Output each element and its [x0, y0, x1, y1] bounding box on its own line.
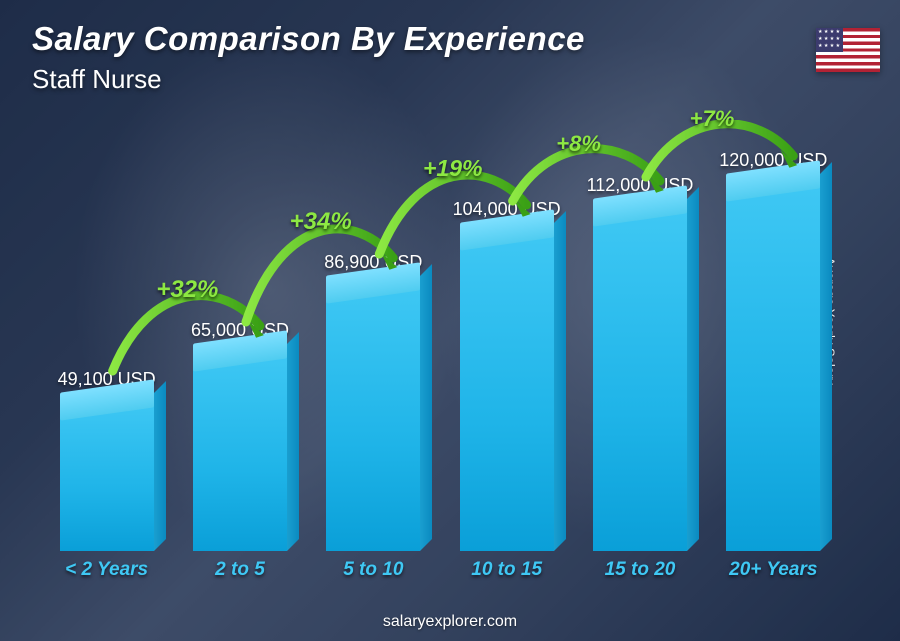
bar — [726, 181, 820, 551]
bar-side-face — [687, 187, 699, 551]
bar-slot: 112,000 USD — [580, 175, 700, 551]
increment-pct-label: +34% — [290, 208, 352, 236]
bar-side-face — [420, 264, 432, 551]
increment-pct-label: +32% — [156, 276, 218, 304]
x-category-label: 5 to 10 — [313, 559, 433, 581]
bar-slot: 120,000 USD — [713, 150, 833, 551]
flag-icon — [816, 28, 880, 72]
bar-side-face — [287, 332, 299, 551]
bar-front-face — [193, 351, 287, 551]
bar-front-face — [726, 181, 820, 551]
x-category-label: < 2 Years — [47, 559, 167, 581]
footer-source: salaryexplorer.com — [0, 613, 900, 631]
bar-side-face — [554, 211, 566, 551]
bar-front-face — [593, 206, 687, 551]
x-category-label: 20+ Years — [713, 559, 833, 581]
bar-slot: 49,100 USD — [47, 369, 167, 551]
x-category-label: 10 to 15 — [447, 559, 567, 581]
bar — [326, 283, 420, 551]
bar-side-face — [154, 381, 166, 551]
x-category-label: 15 to 20 — [580, 559, 700, 581]
x-category-label: 2 to 5 — [180, 559, 300, 581]
bar-front-face — [326, 283, 420, 551]
bar-front-face — [60, 400, 154, 551]
bar — [593, 206, 687, 551]
main-container: Salary Comparison By Experience Staff Nu… — [0, 0, 900, 641]
bar — [60, 400, 154, 551]
bar — [460, 230, 554, 551]
bar-chart: 49,100 USD65,000 USD86,900 USD104,000 US… — [40, 120, 840, 581]
page-subtitle: Staff Nurse — [32, 64, 585, 95]
title-block: Salary Comparison By Experience Staff Nu… — [32, 20, 585, 95]
increment-pct-label: +8% — [556, 131, 601, 157]
x-axis: < 2 Years 2 to 5 5 to 10 10 to 15 15 to 20 20… — [40, 559, 840, 581]
increment-pct-label: +7% — [690, 106, 735, 132]
bar-side-face — [820, 162, 832, 551]
increment-pct-label: +19% — [423, 155, 482, 182]
page-title: Salary Comparison By Experience — [32, 20, 585, 58]
bar-slot: 86,900 USD — [313, 252, 433, 551]
bar-front-face — [460, 230, 554, 551]
bars-area: 49,100 USD65,000 USD86,900 USD104,000 US… — [40, 120, 840, 551]
bar-slot: 104,000 USD — [447, 199, 567, 551]
bar — [193, 351, 287, 551]
bar-slot: 65,000 USD — [180, 320, 300, 551]
